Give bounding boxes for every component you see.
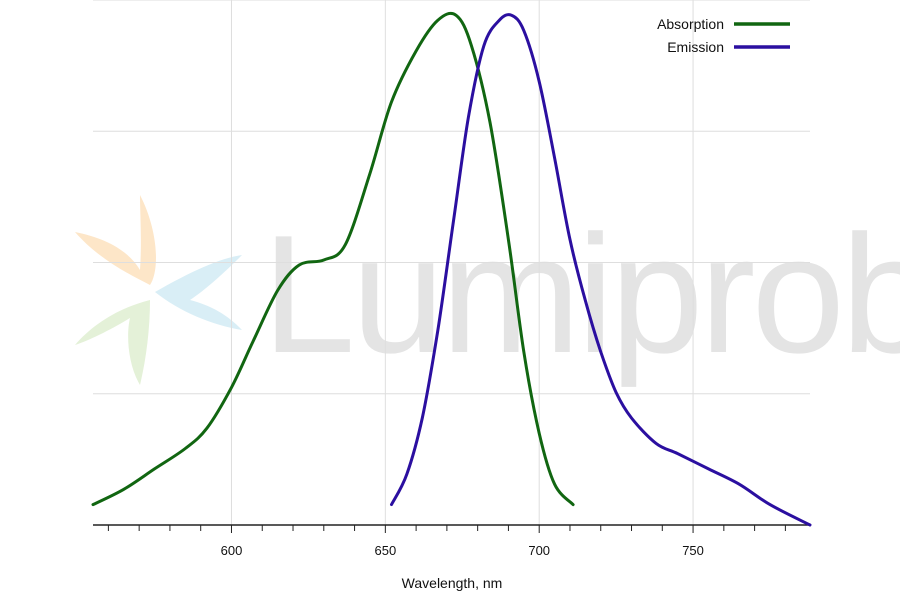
grid [93, 0, 810, 525]
legend: Absorption Emission [657, 16, 790, 55]
x-tick-label: 650 [374, 543, 396, 558]
series-line-absorption [91, 11, 575, 507]
series [91, 11, 812, 527]
x-ticks: 600 650 700 750 [107, 525, 786, 558]
legend-label-absorption: Absorption [657, 16, 724, 32]
watermark-text: Lumiprobe [262, 200, 900, 388]
x-tick-label: 600 [221, 543, 243, 558]
lumiprobe-logo-icon [75, 195, 242, 385]
x-tick-label: 750 [682, 543, 704, 558]
x-tick-label: 700 [528, 543, 550, 558]
series-line-emission [390, 13, 812, 527]
x-axis-label: Wavelength, nm [402, 575, 503, 591]
legend-label-emission: Emission [667, 39, 724, 55]
lumiprobe-watermark: Lumiprobe [75, 195, 900, 388]
